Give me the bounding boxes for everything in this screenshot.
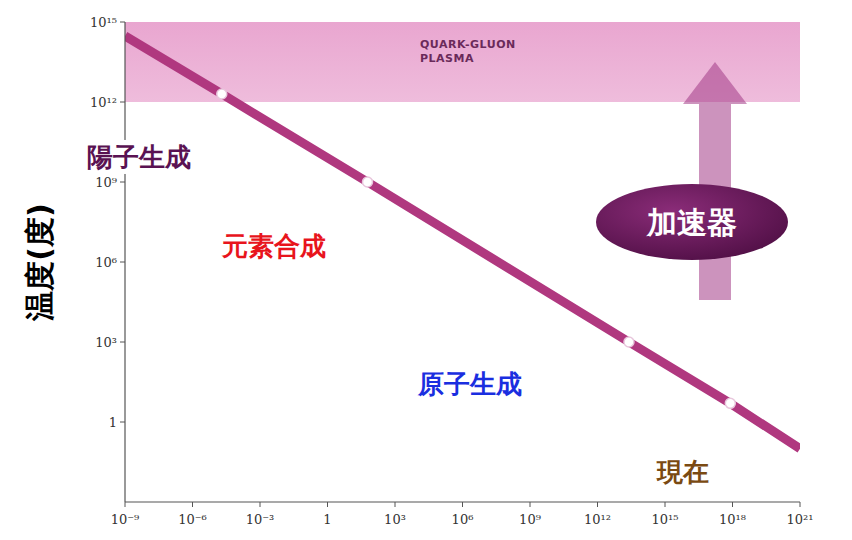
y-tick-label: 10¹² [90,95,117,110]
y-tick-label: 1 [109,415,117,430]
x-tick [800,502,801,507]
event-label-group: 原子生成 [413,367,526,401]
y-tick-label: 10³ [95,335,117,350]
x-tick-label: 10²¹ [787,512,814,527]
x-tick-label: 10⁻⁹ [111,512,140,527]
event-label: 陽子生成 [87,142,191,172]
y-tick [120,262,125,263]
x-tick [597,502,598,507]
event-label: 原子生成 [417,369,522,399]
x-tick-label: 10¹² [584,512,611,527]
x-tick [462,502,463,507]
event-label-group: 陽子生成 [83,140,195,174]
label-background [217,229,330,263]
y-tick [120,182,125,183]
band-label-line: QUARK-GLUON [420,38,516,51]
y-axis-title: 温度(度) [22,203,57,321]
x-tick [192,502,193,507]
x-tick [327,502,328,507]
x-tick-label: 1 [323,512,331,527]
x-tick-label: 10³ [384,512,406,527]
event-label-group: 元素合成 [217,229,330,263]
x-tick-label: 10⁶ [452,512,474,527]
event-marker [217,89,227,99]
y-tick [120,102,125,103]
x-tick [260,502,261,507]
event-marker [725,398,735,408]
accelerator-badge [596,184,788,260]
plot-area [125,22,800,449]
event-label: 現在 [656,457,709,487]
y-tick [120,22,125,23]
x-tick [530,502,531,507]
event-label-group: 現在 [652,455,713,489]
accelerator-arrow [683,62,747,300]
label-background [652,455,713,489]
band-label: QUARK-GLUONPLASMA [420,38,516,65]
y-tick [120,342,125,343]
x-tick-label: 10⁻⁶ [178,512,207,527]
y-tick-label: 10⁹ [95,175,117,190]
event-label: 元素合成 [221,231,326,261]
x-tick [125,502,126,507]
x-tick [732,502,733,507]
y-tick-label: 10¹⁵ [90,15,117,30]
event-marker [363,177,373,187]
x-tick-label: 10⁹ [519,512,541,527]
label-background [413,367,526,401]
label-background [83,140,195,174]
x-tick-label: 10¹⁸ [719,512,746,527]
y-tick [120,422,125,423]
x-tick-label: 10¹⁵ [652,512,679,527]
chart: QUARK-GLUONPLASMA 10⁻⁹ 10⁻⁶ 10⁻³ 1 10³ 10⁶ 10⁹ 1… [0,0,852,540]
x-tick [665,502,666,507]
y-tick-label: 10⁶ [95,255,117,270]
accelerator-label: 加速器 [646,205,737,240]
event-marker [624,337,634,347]
x-tick-label: 10⁻³ [246,512,275,527]
x-tick [395,502,396,507]
band-label-line: PLASMA [420,52,474,65]
temperature-line [125,36,800,449]
